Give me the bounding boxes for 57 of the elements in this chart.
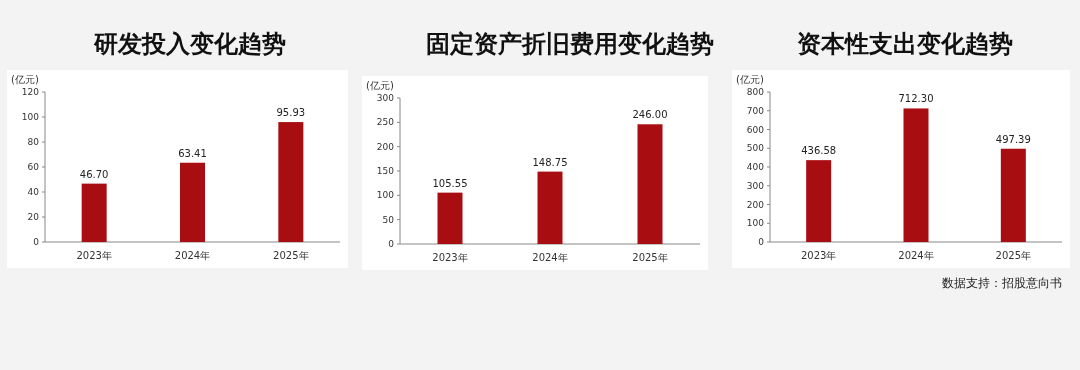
data-label: 95.93 [276, 107, 306, 119]
y-tick-label: 200 [376, 141, 395, 152]
x-tick-label: 2025年 [273, 250, 309, 261]
y-tick-label: 60 [27, 162, 40, 172]
y-tick-label: 200 [746, 199, 765, 210]
y-axis-title: (亿元) [11, 74, 39, 85]
y-tick-label: 0 [388, 239, 395, 249]
data-label: 712.30 [898, 93, 934, 105]
bar [278, 122, 304, 242]
y-tick-label: 300 [376, 93, 395, 103]
x-tick-label: 2025年 [632, 252, 668, 263]
y-tick-label: 100 [376, 190, 395, 201]
y-axis-title: (亿元) [736, 74, 764, 85]
y-tick-label: 0 [33, 237, 40, 247]
data-label: 148.75 [532, 156, 568, 168]
bar [637, 124, 663, 244]
y-tick-label: 500 [746, 143, 765, 154]
y-tick-label: 50 [382, 214, 395, 225]
y-tick-label: 600 [746, 124, 765, 135]
data-label: 105.55 [432, 177, 468, 189]
y-tick-label: 250 [376, 117, 395, 128]
chart-title: 资本性支出变化趋势 [797, 30, 1013, 58]
y-tick-label: 120 [21, 87, 40, 97]
x-tick-label: 2023年 [800, 250, 837, 261]
y-tick-label: 80 [27, 137, 40, 147]
x-tick-label: 2023年 [76, 250, 112, 261]
y-tick-label: 300 [746, 180, 765, 191]
bar [81, 183, 107, 242]
x-tick-label: 2023年 [432, 252, 468, 263]
data-label: 497.39 [995, 133, 1031, 145]
y-tick-label: 0 [758, 237, 765, 247]
bar [180, 162, 205, 242]
text: 数据支持：招股意向书 [942, 276, 1062, 290]
y-tick-label: 700 [746, 105, 765, 116]
x-tick-label: 2024年 [898, 250, 934, 261]
chart-title: 固定资产折旧费用变化趋势 [426, 30, 714, 58]
data-label: 246.00 [632, 109, 668, 121]
y-tick-label: 400 [746, 162, 765, 172]
data-label: 436.58 [801, 145, 837, 157]
x-tick-label: 2024年 [174, 250, 211, 261]
y-tick-label: 150 [376, 166, 395, 176]
y-tick-label: 40 [27, 187, 40, 197]
y-tick-label: 20 [27, 212, 40, 222]
data-label: 63.41 [178, 147, 207, 159]
x-tick-label: 2024年 [532, 252, 568, 263]
y-tick-label: 100 [746, 218, 765, 229]
bar [537, 171, 563, 244]
y-tick-label: 100 [21, 112, 40, 122]
bar [1000, 148, 1026, 242]
y-tick-label: 800 [746, 87, 765, 97]
bar [903, 108, 929, 242]
y-axis-title: (亿元) [366, 80, 394, 91]
chart-title: 研发投入变化趋势 [93, 30, 286, 58]
data-label: 46.70 [79, 168, 109, 180]
bar [437, 192, 463, 244]
bar [806, 160, 832, 242]
x-tick-label: 2025年 [995, 250, 1032, 261]
